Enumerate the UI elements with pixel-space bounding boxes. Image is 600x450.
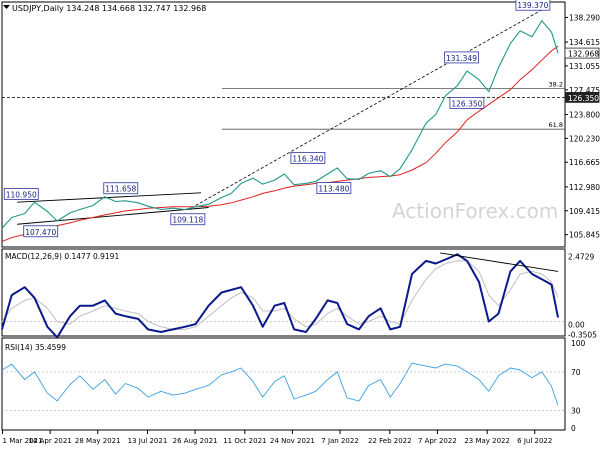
rsi-title: RSI(14) 35.4599 <box>5 343 66 352</box>
price-ytick-label: 127.475 <box>569 86 600 95</box>
price-ytick-label: 134.615 <box>569 38 600 47</box>
price-ytick-label: 105.845 <box>569 231 600 240</box>
macd-ytick-label: 0.00 <box>568 321 585 330</box>
price-tag-box <box>564 91 600 103</box>
xtick-label: 14 Apr 2021 <box>28 437 71 445</box>
macd-title: MACD(12,26,9) 0.1477 0.9191 <box>5 252 119 261</box>
price-label: 113.480 <box>318 185 349 194</box>
xtick-label: 22 Feb 2022 <box>368 437 412 445</box>
fib-level-label: 61.8 <box>549 121 563 129</box>
xtick-label: 28 May 2021 <box>75 437 121 445</box>
xtick-label: 23 May 2022 <box>464 437 510 445</box>
long-trend-dashed-line <box>195 8 545 206</box>
header-ohlc-value: 132.747 <box>135 4 171 13</box>
price-label-box <box>170 213 206 226</box>
xtick-label: 26 Aug 2021 <box>173 437 218 445</box>
price-label: 109.118 <box>172 216 203 225</box>
price-label-box <box>103 182 139 195</box>
xtick-label: 24 Nov 2021 <box>270 437 315 445</box>
price-ytick-label: 112.980 <box>569 183 600 192</box>
xtick-label: 6 Jul 2022 <box>517 437 552 445</box>
rsi-ytick-label: 100 <box>571 339 586 348</box>
header-ohlc-value: 134.248 <box>64 4 100 13</box>
price-line <box>1 20 559 229</box>
price-label-box <box>449 96 485 109</box>
rsi-panel: RSI(14) 35.4599 100 70 30 0 <box>1 337 586 433</box>
header-symbol: USDJPY,Daily <box>12 4 64 13</box>
chart-header: USDJPY,Daily 134.248 134.668 132.747 132… <box>12 4 206 13</box>
macd-panel: MACD(12,26,9) 0.1477 0.9191 2.4729 0.00-0.… <box>1 248 597 340</box>
rsi-line <box>1 362 559 406</box>
price-ytick-label: 116.665 <box>569 158 600 167</box>
price-tag-box <box>564 47 600 59</box>
macd-ytick-label: 2.4729 <box>568 252 594 261</box>
channel-lower-line <box>17 207 209 225</box>
xtick-label: 7 Jan 2022 <box>321 437 359 445</box>
price-tag-label: 132.968 <box>568 50 599 59</box>
watermark-text: ActionForex.com <box>392 199 558 223</box>
price-tag-label: 126.350 <box>568 94 599 103</box>
panel-frame <box>1 1 566 248</box>
header-dropdown-icon <box>3 5 10 9</box>
rsi-ytick-label: 0 <box>571 424 576 433</box>
price-label-box <box>515 0 551 11</box>
header-ohlc-value: 134.668 <box>99 4 135 13</box>
price-label-box <box>444 51 479 64</box>
price-label: 107.470 <box>25 228 56 237</box>
xtick-label: 13 Jul 2021 <box>128 437 168 445</box>
price-ytick-label: 123.800 <box>569 110 600 119</box>
channel-upper-line <box>17 192 202 203</box>
price-label: 111.658 <box>105 185 136 194</box>
macd-ytick-label: -0.3505 <box>568 331 597 340</box>
xtick-label: 1 Mar 2021 <box>3 437 43 445</box>
xtick-label: 11 Oct 2021 <box>223 437 266 445</box>
price-label: 139.370 <box>517 1 548 10</box>
header-ohlc-value: 132.968 <box>171 4 207 13</box>
fib-level-label: 38.2 <box>549 80 563 88</box>
panel-frame <box>1 337 566 431</box>
price-label-box <box>290 151 326 164</box>
macd-line <box>1 253 559 339</box>
price-label-box <box>3 188 39 200</box>
price-label: 126.350 <box>451 99 482 108</box>
price-ytick-label: 138.290 <box>569 13 600 22</box>
price-panel: 138.290 134.615 131.055 127.475 123.800 120.2… <box>1 0 600 248</box>
price-label: 116.340 <box>292 154 323 163</box>
panel-frame <box>1 248 566 337</box>
price-ytick-label: 131.055 <box>569 62 600 71</box>
rsi-ytick-label: 70 <box>571 368 581 377</box>
price-label-box <box>316 182 352 194</box>
macd-trend-line <box>440 252 559 272</box>
price-ytick-label: 120.230 <box>569 134 600 143</box>
price-label: 110.950 <box>6 190 37 199</box>
price-label-box <box>23 225 59 238</box>
moving-average-line <box>1 45 559 243</box>
xtick-label: 7 Apr 2022 <box>418 437 457 445</box>
price-ytick-label: 109.415 <box>569 207 600 216</box>
price-label: 131.349 <box>446 54 477 63</box>
rsi-ytick-label: 30 <box>571 407 581 416</box>
